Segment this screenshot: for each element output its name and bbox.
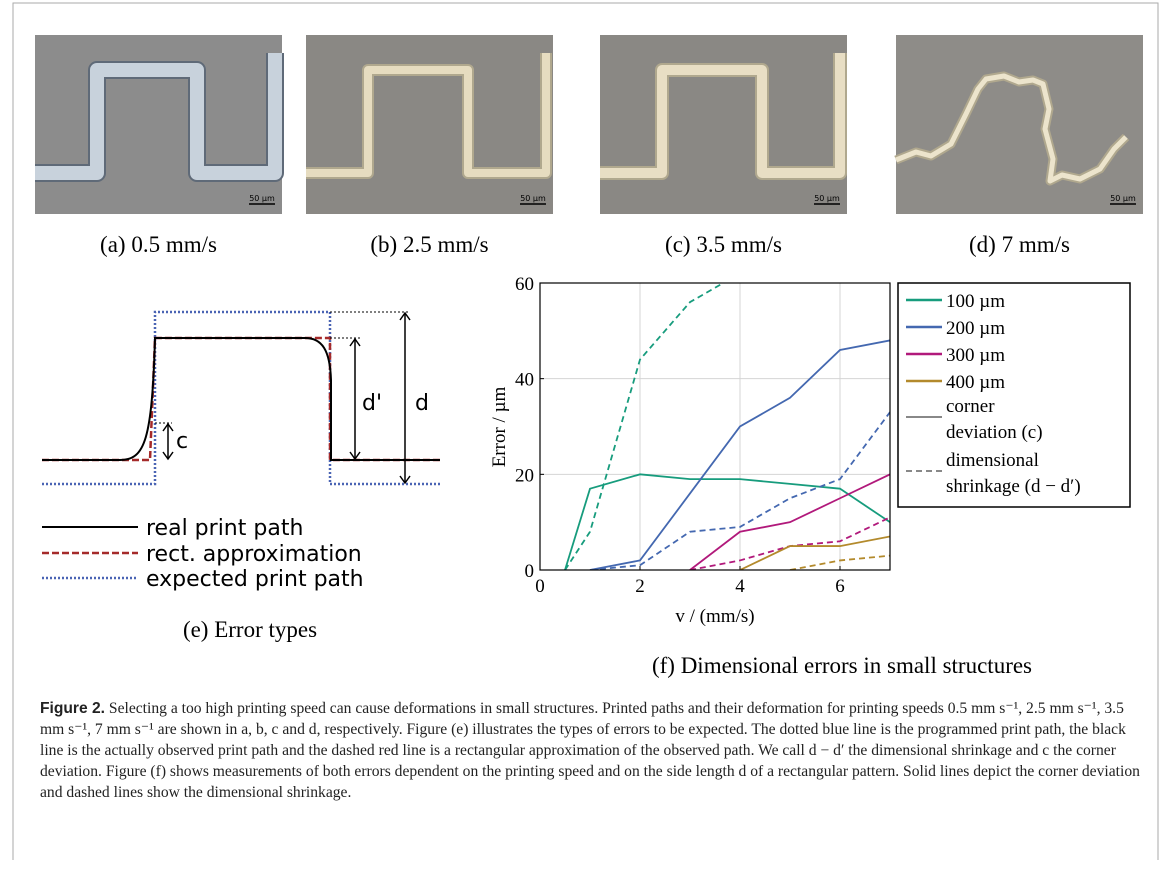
panel-caption: (c) 3.5 mm/s bbox=[665, 232, 782, 257]
scale-bar-label: 50 µm bbox=[1110, 194, 1136, 203]
x-axis-label: v / (mm/s) bbox=[675, 606, 754, 627]
print-path bbox=[306, 53, 550, 177]
panel-caption: (d) 7 mm/s bbox=[969, 232, 1070, 257]
legend-label: shrinkage (d − d′) bbox=[946, 476, 1081, 497]
shrinkage-line bbox=[589, 411, 890, 570]
print-path bbox=[895, 73, 1128, 184]
legend-label: corner bbox=[946, 396, 995, 417]
caption-label: Figure 2. bbox=[40, 700, 105, 717]
corner-line bbox=[739, 535, 890, 570]
real-path bbox=[42, 337, 440, 461]
legend-label: 200 µm bbox=[946, 318, 1005, 339]
y-tick-label: 60 bbox=[515, 274, 534, 295]
panel-caption: (e) Error types bbox=[183, 617, 317, 642]
label-d: d bbox=[415, 391, 429, 416]
error-diagram bbox=[42, 310, 440, 580]
label-d-prime: d' bbox=[362, 391, 382, 416]
legend-label: rect. approximation bbox=[146, 542, 362, 567]
panel-caption: (b) 2.5 mm/s bbox=[370, 232, 488, 257]
caption-text: Selecting a too high printing speed can … bbox=[40, 700, 1140, 801]
legend-label: 300 µm bbox=[946, 345, 1005, 366]
legend-box bbox=[897, 282, 1131, 508]
dimension-arrows bbox=[162, 311, 411, 485]
shrinkage-line bbox=[689, 516, 890, 570]
panel-caption: (a) 0.5 mm/s bbox=[100, 232, 217, 257]
legend-label: dimensional bbox=[946, 450, 1039, 471]
corner-line bbox=[689, 473, 890, 570]
legend-label: expected print path bbox=[146, 567, 364, 592]
label-c: c bbox=[176, 429, 188, 454]
error-diagram-labels: c d' d real print path rect. approximati… bbox=[146, 391, 429, 592]
page-frame bbox=[12, 2, 1159, 860]
y-axis-label: Error / µm bbox=[489, 386, 510, 467]
plot-frame bbox=[539, 282, 891, 571]
legend-label: deviation (c) bbox=[946, 422, 1043, 443]
shrinkage-line bbox=[564, 283, 726, 570]
legend-label: 400 µm bbox=[946, 372, 1005, 393]
y-tick-label: 20 bbox=[515, 465, 534, 486]
legend-label: 100 µm bbox=[946, 291, 1005, 312]
print-path bbox=[600, 53, 845, 178]
shrinkage-line bbox=[789, 554, 890, 570]
y-tick-label: 0 bbox=[525, 561, 535, 582]
chart-caption: (f) Dimensional errors in small structur… bbox=[652, 653, 1032, 678]
figure-caption: Figure 2. Selecting a too high printing … bbox=[40, 698, 1140, 803]
scale-bar-label: 50 µm bbox=[520, 194, 546, 203]
corner-line bbox=[564, 473, 890, 570]
scale-bar-label: 50 µm bbox=[814, 194, 840, 203]
micrograph bbox=[896, 35, 1143, 214]
scale-bar-label: 50 µm bbox=[249, 194, 275, 203]
x-tick-label: 0 bbox=[535, 576, 545, 597]
corner-line bbox=[589, 339, 890, 570]
x-tick-label: 4 bbox=[735, 576, 745, 597]
micrograph bbox=[600, 35, 847, 214]
y-tick-label: 40 bbox=[515, 370, 534, 391]
x-tick-label: 6 bbox=[835, 576, 845, 597]
print-path bbox=[35, 53, 282, 180]
x-tick-label: 2 bbox=[635, 576, 645, 597]
expected-path bbox=[42, 310, 440, 486]
legend-label: real print path bbox=[146, 516, 303, 541]
micrograph bbox=[306, 35, 553, 214]
